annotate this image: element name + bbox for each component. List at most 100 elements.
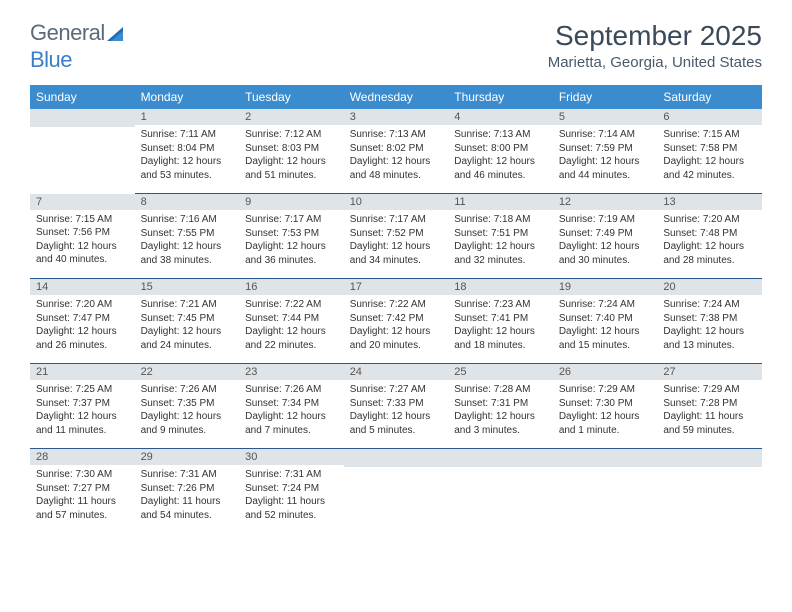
daylight-text: Daylight: 11 hours and 59 minutes. bbox=[663, 410, 756, 437]
calendar-day-cell: 30Sunrise: 7:31 AMSunset: 7:24 PMDayligh… bbox=[239, 449, 344, 534]
sunrise-text: Sunrise: 7:19 AM bbox=[559, 213, 652, 227]
day-content: Sunrise: 7:29 AMSunset: 7:30 PMDaylight:… bbox=[553, 380, 658, 443]
day-content: Sunrise: 7:26 AMSunset: 7:34 PMDaylight:… bbox=[239, 380, 344, 443]
daylight-text: Daylight: 12 hours and 5 minutes. bbox=[350, 410, 443, 437]
daylight-text: Daylight: 12 hours and 34 minutes. bbox=[350, 240, 443, 267]
day-content: Sunrise: 7:11 AMSunset: 8:04 PMDaylight:… bbox=[135, 125, 240, 188]
day-number bbox=[553, 449, 658, 467]
daylight-text: Daylight: 12 hours and 3 minutes. bbox=[454, 410, 547, 437]
day-number: 20 bbox=[657, 279, 762, 295]
calendar-body: 1Sunrise: 7:11 AMSunset: 8:04 PMDaylight… bbox=[30, 109, 762, 533]
day-number: 1 bbox=[135, 109, 240, 125]
calendar-day-cell: 13Sunrise: 7:20 AMSunset: 7:48 PMDayligh… bbox=[657, 194, 762, 279]
sunset-text: Sunset: 7:47 PM bbox=[36, 312, 129, 326]
day-number: 12 bbox=[553, 194, 658, 210]
calendar-table: SundayMondayTuesdayWednesdayThursdayFrid… bbox=[30, 85, 762, 533]
day-number: 27 bbox=[657, 364, 762, 380]
sunrise-text: Sunrise: 7:13 AM bbox=[454, 128, 547, 142]
daylight-text: Daylight: 12 hours and 15 minutes. bbox=[559, 325, 652, 352]
day-content: Sunrise: 7:22 AMSunset: 7:42 PMDaylight:… bbox=[344, 295, 449, 358]
daylight-text: Daylight: 12 hours and 42 minutes. bbox=[663, 155, 756, 182]
calendar-day-cell: 19Sunrise: 7:24 AMSunset: 7:40 PMDayligh… bbox=[553, 279, 658, 364]
day-header: Tuesday bbox=[239, 85, 344, 109]
sunrise-text: Sunrise: 7:29 AM bbox=[559, 383, 652, 397]
daylight-text: Daylight: 12 hours and 36 minutes. bbox=[245, 240, 338, 267]
day-content: Sunrise: 7:31 AMSunset: 7:26 PMDaylight:… bbox=[135, 465, 240, 528]
day-content: Sunrise: 7:23 AMSunset: 7:41 PMDaylight:… bbox=[448, 295, 553, 358]
day-content: Sunrise: 7:18 AMSunset: 7:51 PMDaylight:… bbox=[448, 210, 553, 273]
day-number: 29 bbox=[135, 449, 240, 465]
sunset-text: Sunset: 7:51 PM bbox=[454, 227, 547, 241]
title-block: September 2025 Marietta, Georgia, United… bbox=[548, 20, 762, 71]
day-number bbox=[657, 449, 762, 467]
day-content: Sunrise: 7:28 AMSunset: 7:31 PMDaylight:… bbox=[448, 380, 553, 443]
sunrise-text: Sunrise: 7:14 AM bbox=[559, 128, 652, 142]
calendar-day-cell: 10Sunrise: 7:17 AMSunset: 7:52 PMDayligh… bbox=[344, 194, 449, 279]
day-number: 25 bbox=[448, 364, 553, 380]
sunrise-text: Sunrise: 7:25 AM bbox=[36, 383, 129, 397]
sunrise-text: Sunrise: 7:22 AM bbox=[350, 298, 443, 312]
day-content: Sunrise: 7:22 AMSunset: 7:44 PMDaylight:… bbox=[239, 295, 344, 358]
daylight-text: Daylight: 12 hours and 22 minutes. bbox=[245, 325, 338, 352]
sunrise-text: Sunrise: 7:24 AM bbox=[663, 298, 756, 312]
sunrise-text: Sunrise: 7:20 AM bbox=[663, 213, 756, 227]
day-number: 4 bbox=[448, 109, 553, 125]
sunset-text: Sunset: 7:40 PM bbox=[559, 312, 652, 326]
day-content: Sunrise: 7:20 AMSunset: 7:47 PMDaylight:… bbox=[30, 295, 135, 358]
daylight-text: Daylight: 12 hours and 18 minutes. bbox=[454, 325, 547, 352]
calendar-week-row: 14Sunrise: 7:20 AMSunset: 7:47 PMDayligh… bbox=[30, 279, 762, 364]
calendar-day-cell: 22Sunrise: 7:26 AMSunset: 7:35 PMDayligh… bbox=[135, 364, 240, 449]
daylight-text: Daylight: 12 hours and 11 minutes. bbox=[36, 410, 129, 437]
month-title: September 2025 bbox=[548, 20, 762, 52]
day-number: 11 bbox=[448, 194, 553, 210]
sunrise-text: Sunrise: 7:31 AM bbox=[141, 468, 234, 482]
daylight-text: Daylight: 12 hours and 46 minutes. bbox=[454, 155, 547, 182]
day-number: 10 bbox=[344, 194, 449, 210]
sunset-text: Sunset: 8:03 PM bbox=[245, 142, 338, 156]
day-content: Sunrise: 7:19 AMSunset: 7:49 PMDaylight:… bbox=[553, 210, 658, 273]
day-number bbox=[30, 109, 135, 127]
sunrise-text: Sunrise: 7:28 AM bbox=[454, 383, 547, 397]
calendar-day-cell: 23Sunrise: 7:26 AMSunset: 7:34 PMDayligh… bbox=[239, 364, 344, 449]
calendar-week-row: 1Sunrise: 7:11 AMSunset: 8:04 PMDaylight… bbox=[30, 109, 762, 194]
day-number: 8 bbox=[135, 194, 240, 210]
daylight-text: Daylight: 12 hours and 48 minutes. bbox=[350, 155, 443, 182]
daylight-text: Daylight: 12 hours and 53 minutes. bbox=[141, 155, 234, 182]
day-header: Wednesday bbox=[344, 85, 449, 109]
day-content: Sunrise: 7:15 AMSunset: 7:56 PMDaylight:… bbox=[30, 210, 135, 273]
sunset-text: Sunset: 7:34 PM bbox=[245, 397, 338, 411]
sunrise-text: Sunrise: 7:17 AM bbox=[245, 213, 338, 227]
calendar-day-cell bbox=[344, 449, 449, 534]
daylight-text: Daylight: 12 hours and 51 minutes. bbox=[245, 155, 338, 182]
sunrise-text: Sunrise: 7:18 AM bbox=[454, 213, 547, 227]
day-number: 6 bbox=[657, 109, 762, 125]
calendar-day-cell: 15Sunrise: 7:21 AMSunset: 7:45 PMDayligh… bbox=[135, 279, 240, 364]
day-number bbox=[344, 449, 449, 467]
day-content: Sunrise: 7:26 AMSunset: 7:35 PMDaylight:… bbox=[135, 380, 240, 443]
sunset-text: Sunset: 7:58 PM bbox=[663, 142, 756, 156]
sunrise-text: Sunrise: 7:26 AM bbox=[245, 383, 338, 397]
sunset-text: Sunset: 7:37 PM bbox=[36, 397, 129, 411]
day-number bbox=[448, 449, 553, 467]
daylight-text: Daylight: 12 hours and 13 minutes. bbox=[663, 325, 756, 352]
calendar-day-cell: 4Sunrise: 7:13 AMSunset: 8:00 PMDaylight… bbox=[448, 109, 553, 194]
day-content: Sunrise: 7:31 AMSunset: 7:24 PMDaylight:… bbox=[239, 465, 344, 528]
sunset-text: Sunset: 7:59 PM bbox=[559, 142, 652, 156]
day-number: 23 bbox=[239, 364, 344, 380]
calendar-day-cell: 14Sunrise: 7:20 AMSunset: 7:47 PMDayligh… bbox=[30, 279, 135, 364]
day-number: 22 bbox=[135, 364, 240, 380]
calendar-day-cell: 28Sunrise: 7:30 AMSunset: 7:27 PMDayligh… bbox=[30, 449, 135, 534]
daylight-text: Daylight: 12 hours and 40 minutes. bbox=[36, 240, 129, 267]
day-content: Sunrise: 7:27 AMSunset: 7:33 PMDaylight:… bbox=[344, 380, 449, 443]
calendar-day-cell: 17Sunrise: 7:22 AMSunset: 7:42 PMDayligh… bbox=[344, 279, 449, 364]
day-number: 2 bbox=[239, 109, 344, 125]
calendar-day-cell bbox=[30, 109, 135, 194]
sunrise-text: Sunrise: 7:17 AM bbox=[350, 213, 443, 227]
calendar-day-cell: 6Sunrise: 7:15 AMSunset: 7:58 PMDaylight… bbox=[657, 109, 762, 194]
logo: General Blue bbox=[30, 20, 127, 73]
sunset-text: Sunset: 7:52 PM bbox=[350, 227, 443, 241]
logo-sail-icon bbox=[107, 21, 127, 47]
sunset-text: Sunset: 7:56 PM bbox=[36, 226, 129, 240]
day-content: Sunrise: 7:17 AMSunset: 7:52 PMDaylight:… bbox=[344, 210, 449, 273]
logo-word-general: General bbox=[30, 20, 105, 45]
